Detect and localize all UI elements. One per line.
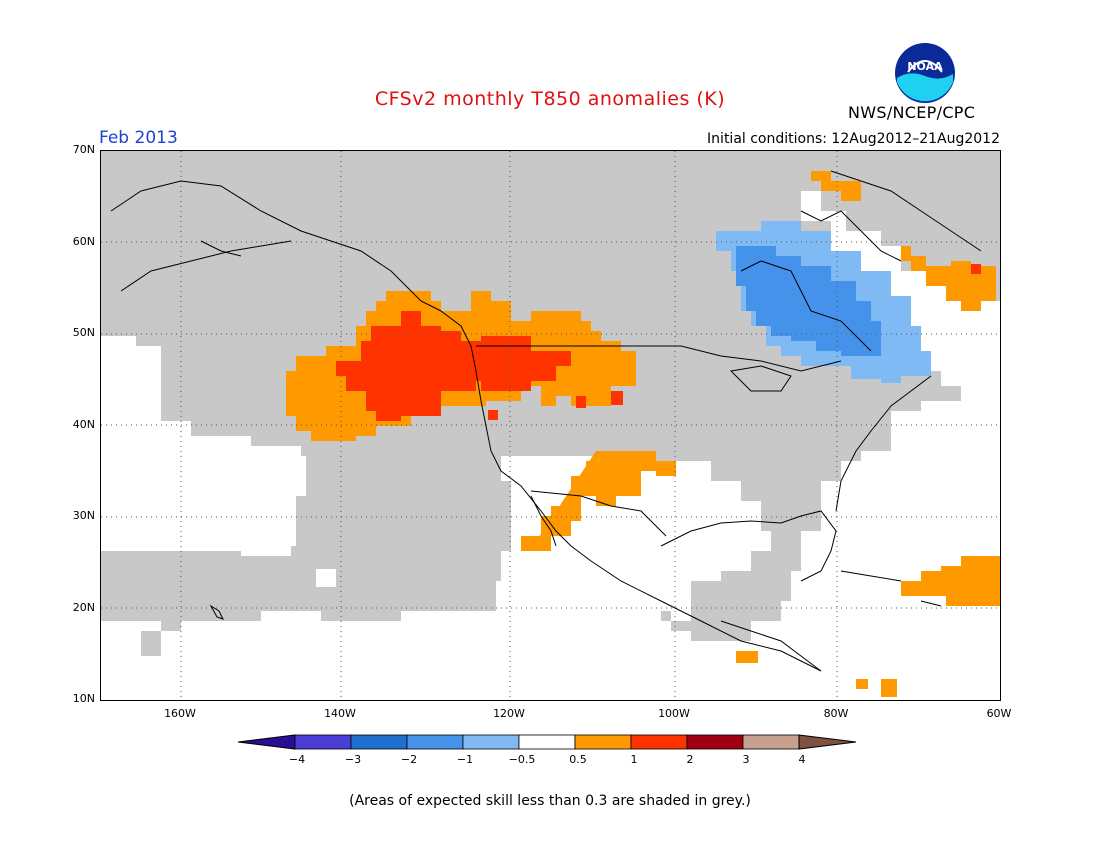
lat-label: 40N [72,418,95,431]
lat-label: 70N [72,143,95,156]
chart-title: CFSv2 monthly T850 anomalies (K) [374,88,726,110]
lat-label: 60N [72,235,95,248]
colorbar-label: −3 [344,753,362,766]
colorbar-segment [518,734,576,750]
colorbar-label: −4 [288,753,306,766]
colorbar-segment [742,734,800,750]
lat-label: 50N [72,326,95,339]
valid-month: Feb 2013 [99,128,178,148]
colorbar-segment [686,734,744,750]
agency-label: NWS/NCEP/CPC [848,103,976,122]
initial-conditions: Initial conditions: 12Aug2012–21Aug2012 [707,131,1000,147]
lon-label: 120W [493,707,525,720]
anomaly-region-pnw-red [336,311,571,421]
lat-label: 10N [72,692,95,705]
colorbar-label: −2 [400,753,418,766]
lat-label: 20N [72,601,95,614]
colorbar-arrow-high [798,734,857,750]
colorbar-arrow-low [238,734,296,750]
colorbar [238,734,857,750]
colorbar-label: 3 [742,753,750,766]
lon-label: 100W [658,707,690,720]
colorbar-segment [574,734,632,750]
noaa-logo: NOAA [895,43,955,103]
footnote: (Areas of expected skill less than 0.3 a… [349,793,751,809]
colorbar-label: 2 [686,753,694,766]
colorbar-label: −0.5 [508,753,536,766]
colorbar-label: 1 [630,753,638,766]
lon-label: 80W [823,707,849,720]
colorbar-label: 4 [798,753,806,766]
anomaly-region-hudson-blue [736,246,881,356]
anomaly-region-atlantic [901,556,1000,606]
anomaly-map [100,150,1001,701]
colorbar-label: 0.5 [569,753,587,766]
colorbar-segment [630,734,688,750]
anomaly-region-labrador [811,171,996,311]
colorbar-segment [406,734,464,750]
colorbar-segment [350,734,408,750]
logo-text: NOAA [907,60,943,73]
colorbar-segment [294,734,352,750]
lon-label: 60W [986,707,1012,720]
lat-label: 30N [72,509,95,522]
coastlines [110,170,982,672]
lon-label: 140W [324,707,356,720]
colorbar-label: −1 [456,753,474,766]
map-canvas [101,151,1000,700]
lon-label: 160W [164,707,196,720]
colorbar-segment [462,734,520,750]
